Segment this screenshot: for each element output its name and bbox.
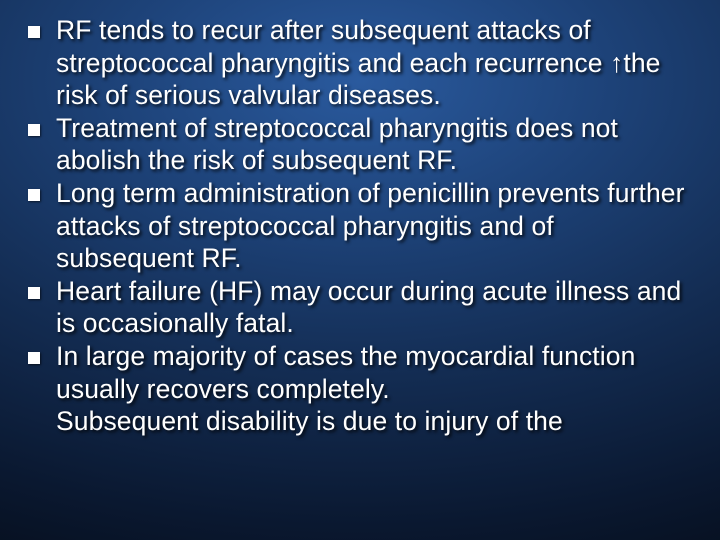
square-bullet-icon (28, 352, 40, 364)
bullet-text: In large majority of cases the myocardia… (56, 340, 692, 405)
list-item-partial: Subsequent disability is due to injury o… (28, 405, 692, 438)
bullet-list: RF tends to recur after subsequent attac… (28, 14, 692, 438)
square-bullet-icon (28, 124, 40, 136)
slide-container: RF tends to recur after subsequent attac… (0, 0, 720, 540)
square-bullet-icon (28, 189, 40, 201)
bullet-text: Long term administration of penicillin p… (56, 177, 692, 275)
square-bullet-icon (28, 287, 40, 299)
bullet-text: RF tends to recur after subsequent attac… (56, 14, 692, 112)
square-bullet-icon (28, 26, 40, 38)
list-item: In large majority of cases the myocardia… (28, 340, 692, 405)
list-item: Heart failure (HF) may occur during acut… (28, 275, 692, 340)
partial-text: Subsequent disability is due to injury o… (56, 405, 692, 438)
bullet-text: Treatment of streptococcal pharyngitis d… (56, 112, 692, 177)
list-item: Long term administration of penicillin p… (28, 177, 692, 275)
list-item: Treatment of streptococcal pharyngitis d… (28, 112, 692, 177)
list-item: RF tends to recur after subsequent attac… (28, 14, 692, 112)
bullet-text: Heart failure (HF) may occur during acut… (56, 275, 692, 340)
